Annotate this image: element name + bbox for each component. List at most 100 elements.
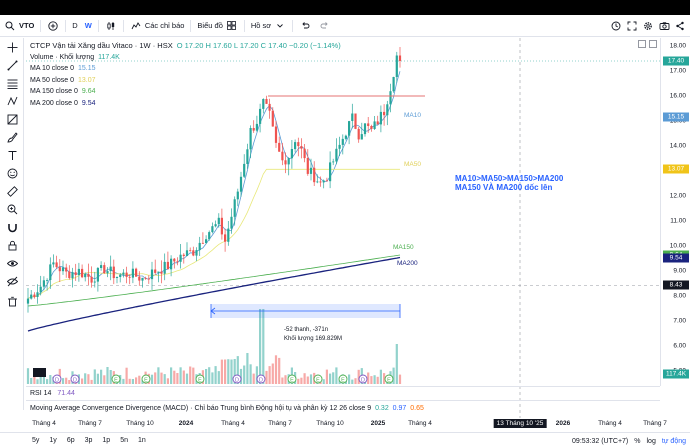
volume-bar (373, 375, 376, 384)
crosshair-time-label: 13 Tháng 10 '25 (493, 419, 547, 428)
maximize-icon[interactable] (649, 40, 657, 48)
candle-body (297, 142, 300, 147)
candle-body (233, 199, 236, 217)
percent-toggle[interactable]: % (634, 437, 641, 445)
range-1n[interactable]: 1n (138, 437, 146, 444)
fullscreen-icon[interactable] (626, 20, 638, 32)
range-1y[interactable]: 1y (49, 437, 57, 444)
legend-ma200-label[interactable]: MA 200 close 0 (30, 99, 78, 107)
price-axis[interactable]: 18.0017.0016.0015.0014.0013.0012.0011.00… (638, 38, 690, 386)
trash-icon[interactable] (5, 294, 19, 308)
pattern-tool-icon[interactable] (5, 94, 19, 108)
legend-ma150-value: 9.64 (81, 88, 96, 95)
interval-week[interactable]: W (84, 21, 92, 30)
chart-menu-button[interactable]: Biểu đồ (193, 15, 241, 37)
volume-bar (30, 378, 33, 384)
symbol-search[interactable]: VTO (0, 15, 38, 37)
brush-tool-icon[interactable] (5, 130, 19, 144)
divider (97, 19, 99, 32)
profile-menu-button[interactable]: Hồ sơ (247, 15, 290, 37)
volume-bar (103, 375, 106, 384)
range-5n[interactable]: 5n (120, 437, 128, 444)
rsi-pane[interactable]: RSI 14 71.44 (26, 386, 660, 400)
annotation-note[interactable]: MA10>MA50>MA150>MA200 MA150 VÀ MA200 dốc… (455, 174, 563, 192)
volume-bar (224, 359, 227, 384)
ruler-tool-icon[interactable] (5, 184, 19, 198)
volume-bar (189, 366, 192, 384)
macd-params: 12 26 close 9 (329, 405, 372, 412)
price-tick: 11.00 (670, 217, 686, 225)
volume-bar (128, 378, 131, 384)
candle-body (379, 111, 382, 125)
candle-body (341, 138, 344, 145)
candle-body (367, 123, 370, 126)
crosshair-tool-icon[interactable] (5, 40, 19, 54)
time-axis[interactable]: Tháng 4 Tháng 7 Tháng 10 2024 Tháng 4 Tháng 7… (26, 419, 667, 431)
collapse-icon[interactable] (638, 40, 646, 48)
projection-tool-icon[interactable] (5, 112, 19, 126)
candle-body (96, 268, 99, 282)
volume-bar (93, 369, 96, 384)
macd-label[interactable]: Moving Average Convergence Divergence (M… (30, 405, 328, 412)
clock[interactable]: 09:53:32 (UTC+7) (572, 437, 629, 445)
indicators-button[interactable]: Các chỉ báo (126, 15, 189, 37)
event-marker (111, 374, 121, 384)
interval-day[interactable]: D (72, 21, 78, 30)
range-6p[interactable]: 6p (66, 437, 75, 444)
candle-body (68, 271, 71, 279)
auto-toggle[interactable]: tự động (661, 437, 686, 445)
volume-bar (348, 374, 351, 384)
indicators-label: Các chỉ báo (144, 21, 185, 30)
range-1p[interactable]: 1p (102, 437, 111, 444)
legend-ma10-label[interactable]: MA 10 close 0 (30, 65, 74, 72)
emoji-tool-icon[interactable] (5, 166, 19, 180)
settings-icon[interactable] (642, 20, 654, 32)
share-icon[interactable] (674, 20, 686, 32)
log-toggle[interactable]: log (646, 437, 656, 445)
macd-pane[interactable]: Moving Average Convergence Divergence (M… (26, 400, 660, 418)
volume-bar (87, 374, 90, 384)
candle-body (154, 269, 157, 273)
candle-body (303, 148, 306, 159)
magnet-icon[interactable] (5, 220, 19, 234)
legend-ma150-label[interactable]: MA 150 close 0 (30, 88, 78, 95)
chart-style-button[interactable] (101, 15, 121, 37)
candle-body (338, 144, 341, 149)
undo-icon (299, 20, 311, 32)
candle-body (182, 254, 185, 256)
fib-tool-icon[interactable] (5, 76, 19, 90)
legend-volume-label[interactable]: Volume · Khối lượng (30, 53, 95, 61)
candle-body (71, 272, 74, 279)
camera-icon[interactable] (658, 20, 670, 32)
eye-icon[interactable] (5, 256, 19, 270)
redo-button[interactable] (315, 15, 335, 37)
range-5y[interactable]: 5y (32, 437, 40, 444)
compare-button[interactable] (43, 15, 63, 37)
candles-icon (105, 20, 117, 32)
candle-body (46, 280, 49, 281)
volume-bar (379, 369, 382, 384)
candle-body (335, 148, 338, 162)
price-tick: 12.00 (669, 192, 686, 200)
ma200-line-label: MA200 (397, 260, 418, 267)
text-tool-icon[interactable] (5, 148, 19, 162)
volume-bar (39, 376, 42, 384)
candle-body (55, 262, 58, 268)
undo-button[interactable] (295, 15, 315, 37)
legend-ma50-label[interactable]: MA 50 close 0 (30, 76, 74, 84)
volume-bars (26, 309, 402, 384)
zoom-in-icon[interactable] (5, 202, 19, 216)
layout-grid-icon (226, 20, 238, 32)
volume-bar (332, 372, 335, 384)
alert-icon[interactable] (610, 20, 622, 32)
rsi-label[interactable]: RSI 14 (30, 390, 52, 397)
event-marker-letter: E (290, 378, 294, 384)
range-3p[interactable]: 3p (84, 437, 93, 444)
hide-drawings-icon[interactable] (5, 274, 19, 288)
lock-icon[interactable] (5, 238, 19, 252)
volume-bar (170, 367, 173, 384)
trendline-tool-icon[interactable] (5, 58, 19, 72)
legend-title[interactable]: CTCP Vận tải Xăng dầu Vitaco · 1W · HSX (30, 41, 173, 50)
interval-selector[interactable]: D W (68, 15, 96, 37)
